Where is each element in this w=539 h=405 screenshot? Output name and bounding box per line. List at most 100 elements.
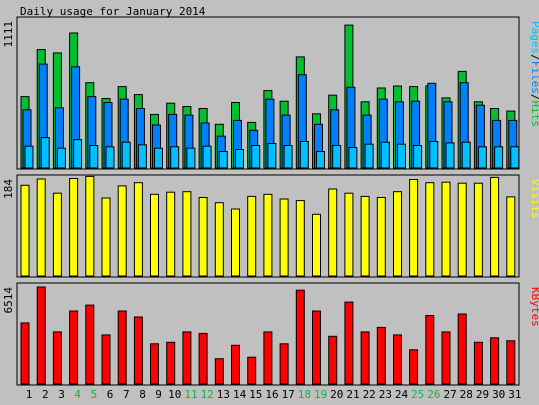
bar-kbytes-day-5 [85, 304, 95, 385]
bar-pages-day-10 [170, 146, 180, 169]
bar-pages-day-13 [218, 151, 228, 169]
day-label-3: 3 [58, 388, 65, 401]
bar-visits-day-19 [312, 213, 321, 277]
bar-pages-day-12 [202, 145, 212, 169]
bar-pages-day-14 [235, 149, 244, 169]
day-label-22: 22 [363, 388, 376, 401]
bar-visits-day-30 [490, 176, 500, 277]
bar-kbytes-day-3 [52, 331, 62, 385]
bar-kbytes-day-16 [263, 331, 273, 385]
day-label-17: 17 [282, 388, 295, 401]
y-max-label: 6514 [2, 287, 15, 314]
bar-pages-day-17 [283, 145, 293, 169]
bar-kbytes-day-26 [425, 315, 435, 385]
chart-title: Daily usage for January 2014 [20, 5, 206, 18]
bar-visits-day-12 [198, 197, 208, 277]
legend-entry: Hits [529, 101, 539, 128]
bar-pages-day-8 [137, 144, 147, 169]
bar-visits-day-7 [117, 185, 127, 277]
bar-kbytes-day-22 [360, 331, 370, 385]
bar-kbytes-day-14 [231, 344, 240, 385]
day-labels: 1 2 3 4 5 6 7 8 9 10 11 12 13 14 15 16 17 18 19 20 21 22 23 24 2… [26, 388, 522, 401]
bar-kbytes-day-8 [133, 316, 143, 385]
day-label-8: 8 [139, 388, 146, 401]
day-label-11: 11 [184, 388, 197, 401]
bar-pages-day-27 [445, 142, 455, 169]
bar-pages-day-11 [186, 147, 196, 169]
day-label-20: 20 [330, 388, 343, 401]
bar-kbytes-day-30 [490, 337, 500, 385]
bar-visits-day-29 [473, 182, 483, 277]
bar-pages-day-25 [413, 145, 423, 169]
bar-pages-day-16 [267, 143, 277, 169]
day-label-2: 2 [42, 388, 49, 401]
bar-pages-day-3 [56, 147, 66, 169]
legend-entry: Visits [529, 179, 539, 219]
day-label-30: 30 [492, 388, 505, 401]
bar-pages-day-24 [397, 143, 406, 169]
bar-visits-day-22 [360, 195, 370, 277]
legend-entry: Files [529, 61, 539, 94]
bar-visits-day-5 [85, 175, 95, 277]
day-label-29: 29 [476, 388, 489, 401]
bar-kbytes-day-2 [36, 286, 46, 385]
panel-visits: 184 Visits [2, 174, 539, 278]
bar-visits-day-23 [376, 197, 386, 277]
bar-visits-day-4 [69, 178, 79, 277]
bar-kbytes-day-11 [182, 331, 192, 385]
day-label-13: 13 [217, 388, 230, 401]
bar-kbytes-day-20 [328, 335, 338, 385]
bar-visits-day-6 [101, 197, 111, 277]
bar-pages-day-15 [251, 145, 261, 169]
bar-kbytes-day-29 [473, 341, 483, 385]
bar-kbytes-day-6 [101, 334, 111, 385]
bar-visits-day-21 [344, 192, 354, 277]
bar-pages-day-29 [477, 146, 487, 169]
bar-kbytes-day-28 [457, 313, 467, 385]
legend: KBytes [529, 287, 539, 327]
bar-visits-day-16 [263, 193, 273, 277]
bar-kbytes-day-1 [20, 322, 30, 385]
day-label-9: 9 [155, 388, 162, 401]
panel-kbytes: 6514 KBytes [2, 282, 539, 386]
bar-kbytes-day-25 [409, 349, 419, 385]
bar-visits-day-9 [150, 193, 159, 277]
bar-kbytes-day-18 [295, 289, 305, 385]
day-label-12: 12 [201, 388, 214, 401]
bar-pages-day-7 [121, 141, 131, 169]
bar-visits-day-24 [393, 191, 402, 277]
day-label-28: 28 [460, 388, 473, 401]
bar-visits-day-20 [328, 188, 338, 277]
bar-visits-day-25 [409, 179, 419, 277]
bar-kbytes-day-19 [312, 310, 321, 385]
bar-kbytes-day-21 [344, 301, 354, 385]
legend-entry: KBytes [529, 287, 539, 327]
bar-pages-day-20 [332, 145, 342, 169]
day-label-14: 14 [233, 388, 247, 401]
day-label-5: 5 [91, 388, 98, 401]
bar-pages-day-19 [316, 151, 325, 169]
bar-visits-day-31 [506, 196, 516, 277]
bar-pages-day-9 [154, 147, 163, 169]
legend: Pages/Files/Hits [529, 21, 539, 127]
bar-visits-day-11 [182, 191, 192, 277]
bar-pages-day-5 [89, 145, 99, 169]
bar-kbytes-day-10 [166, 341, 176, 385]
bar-kbytes-day-12 [198, 332, 208, 385]
day-label-31: 31 [508, 388, 521, 401]
bar-visits-day-8 [133, 182, 143, 277]
bar-visits-day-27 [441, 181, 451, 277]
bar-kbytes-day-4 [69, 310, 79, 385]
bar-pages-day-4 [73, 139, 83, 169]
bar-pages-day-26 [429, 141, 439, 169]
bar-visits-day-18 [295, 200, 305, 277]
bar-visits-day-13 [214, 202, 224, 277]
bar-pages-day-31 [510, 146, 520, 169]
bar-kbytes-day-17 [279, 343, 289, 385]
legend-entry: Pages [529, 21, 539, 54]
bar-kbytes-day-9 [150, 343, 159, 385]
